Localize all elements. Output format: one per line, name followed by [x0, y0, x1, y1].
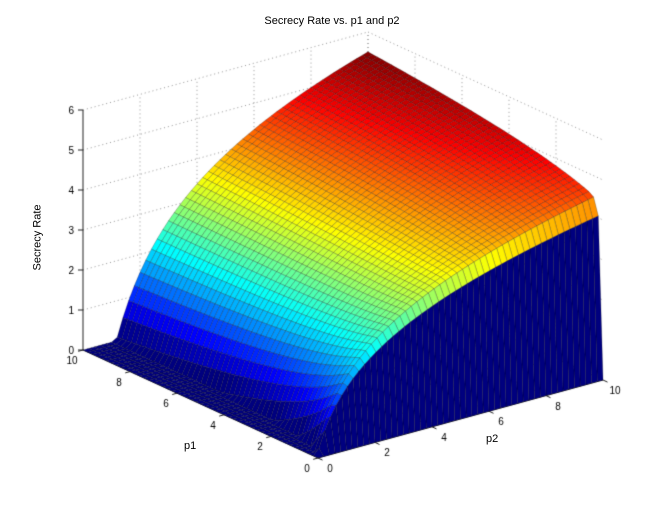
p1-axis-label: p1 [184, 440, 197, 452]
plot-title: Secrecy Rate vs. p1 and p2 [264, 15, 400, 27]
p2-axis-label: p2 [486, 433, 499, 445]
z-axis-label: Secrecy Rate [31, 204, 44, 271]
